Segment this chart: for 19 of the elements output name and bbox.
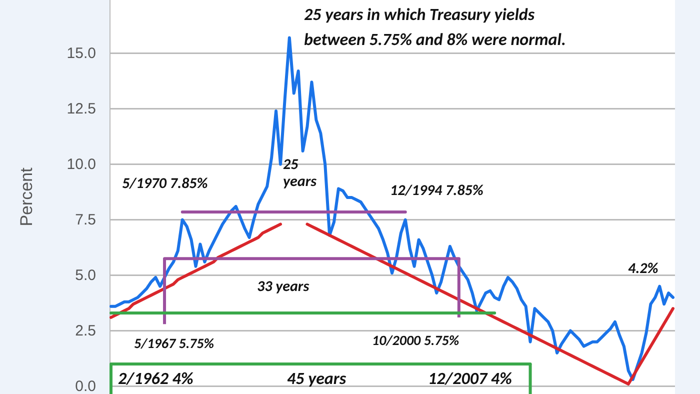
annotation: 25 years <box>283 156 317 191</box>
annotation: 10/2000 5.75% <box>372 332 460 349</box>
annotation: 33 years <box>257 278 310 296</box>
annotation: 5/1970 7.85% <box>122 175 208 193</box>
annotation: 12/1994 7.85% <box>390 182 484 200</box>
y-tick-label: 0.0 <box>75 378 96 394</box>
y-tick-label: 5.0 <box>75 267 96 284</box>
annotation: 5/1967 5.75% <box>134 335 215 352</box>
annotation: 2/1962 4% <box>118 368 194 389</box>
annotation: 4.2% <box>628 260 658 278</box>
y-axis-title: Percent <box>17 167 36 226</box>
y-tick-label: 10.0 <box>66 156 96 174</box>
annotation: 45 years <box>287 368 346 389</box>
y-tick-label: 7.5 <box>75 212 96 229</box>
y-tick-label: 2.5 <box>75 322 96 340</box>
text: 25 years in which Treasury yields between 5.75% and 8% were normal. <box>304 4 566 50</box>
y-tick-label: 12.5 <box>66 100 96 118</box>
y-tick-label: 15.0 <box>66 45 96 62</box>
annotation: 12/2007 4% <box>428 368 513 389</box>
